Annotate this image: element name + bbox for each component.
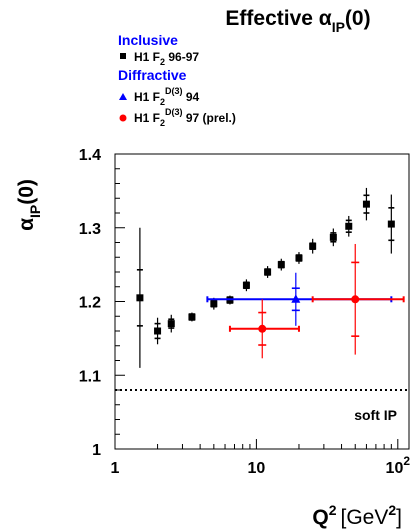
marker-circle bbox=[351, 295, 360, 304]
x-tick-label: 102 bbox=[386, 454, 410, 477]
legend-entry-h1-f2-96-97: H1 F2 96-97 bbox=[134, 50, 199, 67]
plot-frame bbox=[114, 153, 410, 450]
marker-square bbox=[277, 261, 285, 269]
marker-square bbox=[387, 220, 395, 228]
marker-square bbox=[188, 313, 196, 321]
legend-entry-h1-f2d3-94: H1 F2D(3) 94 bbox=[134, 86, 200, 107]
reference-line-label: soft IP bbox=[354, 407, 397, 423]
marker-square bbox=[295, 254, 303, 262]
legend-marker-circle bbox=[119, 114, 127, 122]
x-tick-label: 1 bbox=[111, 460, 120, 477]
axes: 1 10 102 1 1.1 1.2 1.3 1.4 bbox=[79, 147, 410, 477]
legend-heading-inclusive: Inclusive bbox=[118, 32, 178, 48]
legend-entry-h1-f2d3-97-prel: H1 F2D(3) 97 (prel.) bbox=[134, 107, 236, 128]
y-tick-label: 1.2 bbox=[79, 295, 101, 312]
marker-triangle bbox=[291, 294, 301, 303]
chart-title: Effective αIP(0) bbox=[225, 7, 370, 35]
y-tick-label: 1.1 bbox=[79, 368, 101, 385]
legend: Inclusive H1 F2 96-97 Diffractive H1 F2D… bbox=[118, 32, 236, 128]
marker-square bbox=[242, 281, 250, 289]
y-axis-label: αIP(0) bbox=[15, 179, 43, 231]
marker-square bbox=[309, 242, 317, 250]
chart-title-end: (0) bbox=[345, 7, 371, 30]
y-tick-label: 1.3 bbox=[79, 221, 101, 238]
y-tick-label: 1 bbox=[92, 442, 101, 459]
legend-heading-diffractive: Diffractive bbox=[118, 67, 187, 83]
marker-square bbox=[154, 327, 162, 335]
marker-square bbox=[167, 320, 175, 328]
marker-square bbox=[345, 222, 353, 230]
marker-square bbox=[362, 200, 370, 208]
x-axis-label: Q2 [GeV2] bbox=[312, 502, 402, 529]
legend-marker-triangle bbox=[119, 93, 127, 100]
reference-line-group: soft IP bbox=[115, 389, 409, 423]
chart-title-subscript: IP bbox=[332, 19, 345, 35]
marker-square bbox=[329, 233, 337, 241]
marker-square bbox=[136, 294, 144, 302]
marker-circle bbox=[258, 324, 267, 333]
x-tick-label: 10 bbox=[248, 460, 266, 477]
chart-title-main: Effective α bbox=[225, 7, 331, 30]
legend-marker-square bbox=[120, 53, 126, 59]
marker-square bbox=[210, 300, 218, 308]
marker-square bbox=[264, 268, 272, 276]
data-points bbox=[136, 187, 405, 368]
y-tick-label: 1.4 bbox=[79, 147, 101, 164]
